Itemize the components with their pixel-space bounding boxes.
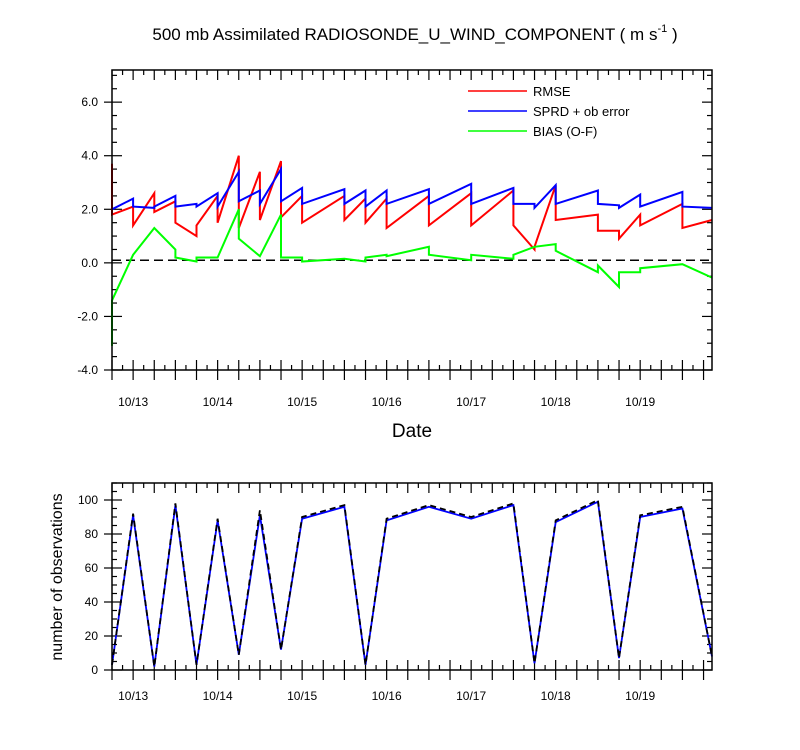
top-panel-x-tick-labels: 10/13 10/14 10/15 10/16 10/17 10/18 10/19	[118, 395, 655, 409]
bottom-y-tick-label: 0	[91, 663, 98, 677]
top-y-tick-label: -2.0	[77, 309, 98, 323]
top-panel-ticks	[104, 70, 712, 380]
top-x-tick-label: 10/19	[625, 395, 655, 409]
legend-label-bias: BIAS (O-F)	[533, 124, 597, 139]
bottom-y-tick-label: 60	[85, 561, 99, 575]
bottom-panel-series	[111, 498, 713, 667]
top-series-bias-o-f	[111, 208, 713, 346]
legend-label-sprd: SPRD + ob error	[533, 104, 630, 119]
bottom-panel-ticks	[104, 482, 712, 680]
legend: RMSE SPRD + ob error BIAS (O-F)	[468, 84, 630, 139]
top-y-tick-label: 4.0	[81, 149, 98, 163]
top-y-tick-label: 0.0	[81, 256, 98, 270]
bottom-x-tick-label: 10/17	[456, 689, 486, 703]
bottom-y-tick-label: 20	[85, 629, 99, 643]
bottom-x-tick-label: 10/15	[287, 689, 317, 703]
top-y-tick-label: 6.0	[81, 95, 98, 109]
top-y-tick-label: -4.0	[77, 363, 98, 377]
legend-label-rmse: RMSE	[533, 84, 571, 99]
bottom-panel-x-tick-labels: 10/13 10/14 10/15 10/16 10/17 10/18 10/19	[118, 689, 655, 703]
chart-title: 500 mb Assimilated RADIOSONDE_U_WIND_COM…	[152, 23, 677, 44]
bottom-y-tick-label: 100	[78, 493, 98, 507]
bottom-panel-y-tick-labels: 0 20 40 60 80 100	[78, 493, 98, 677]
top-y-tick-label: 2.0	[81, 202, 98, 216]
top-panel-series	[111, 155, 713, 346]
top-panel: -4.0-2.00.02.04.06.0 10/13 10/14 10/15 10/1…	[77, 69, 713, 442]
top-x-tick-label: 10/17	[456, 395, 486, 409]
bottom-y-tick-label: 80	[85, 527, 99, 541]
bottom-x-tick-label: 10/18	[541, 689, 571, 703]
bottom-x-tick-label: 10/19	[625, 689, 655, 703]
x-axis-label: Date	[392, 421, 432, 442]
top-series-sprd-ob-error	[111, 165, 713, 211]
bottom-x-tick-label: 10/16	[372, 689, 402, 703]
bottom-x-tick-label: 10/14	[203, 689, 233, 703]
bottom-panel-frame	[111, 482, 713, 671]
y-axis-label-observations: number of observations	[49, 493, 66, 660]
bottom-y-tick-label: 40	[85, 595, 99, 609]
top-x-tick-label: 10/14	[203, 395, 233, 409]
bottom-x-tick-label: 10/13	[118, 689, 148, 703]
top-x-tick-label: 10/16	[372, 395, 402, 409]
top-x-tick-label: 10/15	[287, 395, 317, 409]
top-x-tick-label: 10/18	[541, 395, 571, 409]
bottom-series-possible	[111, 498, 713, 667]
top-x-tick-label: 10/13	[118, 395, 148, 409]
top-panel-y-tick-labels: -4.0 -2.0 0.0 2.0 4.0 6.0	[77, 95, 98, 377]
top-panel-frame	[111, 69, 713, 371]
